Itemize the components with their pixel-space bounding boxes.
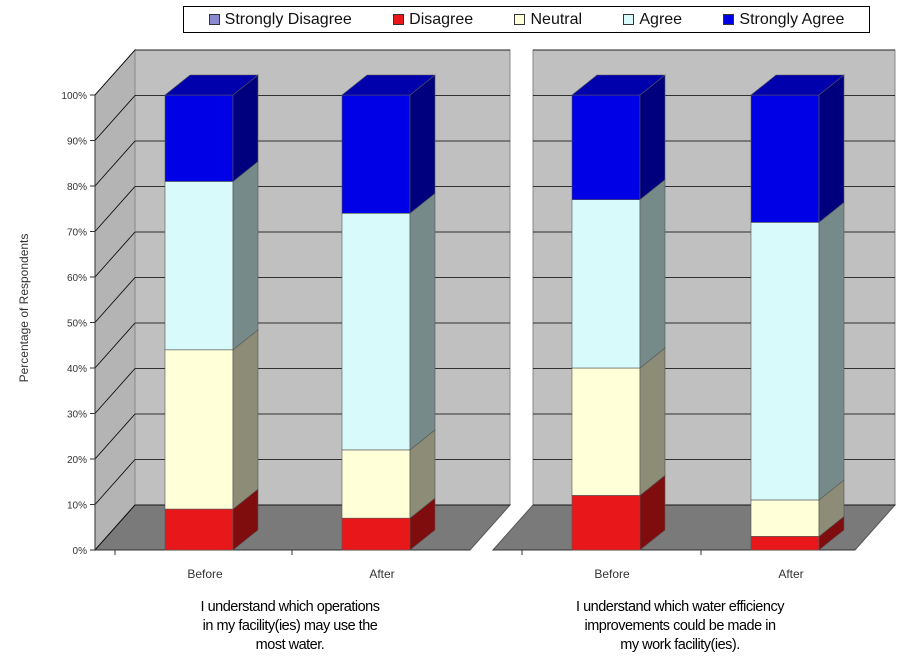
gridline-side [94, 186, 136, 232]
gridline-side [94, 322, 136, 369]
bar-segment-agree [750, 222, 820, 501]
caption-line: I understand which operations [200, 599, 380, 615]
bar-segment-disagree [341, 517, 411, 551]
y-tick-label: 30% [67, 410, 87, 421]
bar-side-face [639, 347, 666, 497]
x-tick-label: After [369, 567, 394, 581]
legend-label: Disagree [409, 10, 474, 28]
legend-swatch [393, 14, 405, 25]
gridline-side [94, 504, 136, 551]
bar-segment-strongly-agree [341, 94, 411, 214]
bar-segment-disagree [750, 536, 820, 551]
bar-segment-neutral [164, 349, 234, 510]
caption-line: in my facility(ies) may use the [202, 618, 378, 634]
bar-side-face [409, 192, 436, 451]
y-tick-label: 10% [67, 501, 87, 512]
legend-label: Neutral [530, 10, 583, 28]
caption-line: my work facility(ies). [620, 637, 740, 653]
y-tick-label: 80% [67, 182, 87, 193]
bar-segment-neutral [571, 367, 641, 496]
gridline-side [94, 413, 136, 460]
bar-side-face [639, 179, 666, 369]
legend-swatch [623, 14, 635, 25]
y-tick-label: 60% [67, 273, 87, 284]
legend-label: Strongly Agree [739, 10, 845, 28]
caption-line: I understand which water efficiency [576, 599, 784, 615]
gridline-side [94, 231, 136, 278]
bar-side-face [639, 74, 666, 201]
bar-top-face [571, 74, 666, 96]
legend-label: Strongly Disagree [224, 10, 352, 28]
bar-top-face [750, 74, 845, 96]
legend-label: Agree [639, 10, 683, 28]
legend-swatch [208, 14, 220, 25]
panel-1-caption: I understand which operations in my faci… [120, 598, 460, 655]
x-tick-label: Before [187, 567, 223, 581]
y-tick-label: 0% [73, 546, 88, 557]
caption-line: improvements could be made in [584, 618, 776, 634]
bar-top-face [341, 74, 436, 96]
bar-segment-strongly-agree [750, 94, 820, 223]
legend-item-agree: Agree [623, 11, 682, 29]
legend: Strongly Disagree Disagree Neutral Agree… [183, 6, 870, 33]
bar-segment-agree [571, 199, 641, 369]
legend-item-neutral: Neutral [514, 11, 582, 29]
gridline-side [94, 140, 136, 187]
y-tick-label: 40% [67, 364, 87, 375]
bar-side-face [409, 74, 436, 214]
floor [93, 504, 512, 551]
bar-segment-neutral [750, 499, 820, 537]
gridline-side [94, 49, 136, 96]
x-tick-label: Before [594, 567, 630, 581]
legend-swatch [723, 14, 735, 25]
y-tick-label: 90% [67, 137, 87, 148]
legend-item-strongly-disagree: Strongly Disagree [208, 10, 352, 29]
gridline-side [94, 368, 136, 414]
bar-side-face [818, 74, 845, 224]
x-tick-label: After [778, 567, 803, 581]
legend-item-disagree: Disagree [393, 11, 473, 29]
bar-top-face [164, 74, 259, 96]
y-axis-label: Percentage of Respondents [17, 233, 31, 383]
bar-side-face [232, 160, 259, 351]
bar-segment-agree [164, 181, 234, 351]
bar-segment-strongly-agree [571, 94, 641, 200]
bar-segment-disagree [164, 508, 234, 551]
bar-side-face [818, 201, 845, 501]
gridline-side [94, 459, 136, 505]
legend-item-strongly-agree: Strongly Agree [723, 11, 844, 29]
caption-line: most water. [255, 637, 325, 653]
bar-segment-neutral [341, 449, 411, 519]
panel-2-caption: I understand which water efficiency impr… [500, 598, 860, 655]
gridline-side [94, 277, 136, 323]
gridline-side [94, 95, 136, 141]
y-tick-label: 100% [61, 91, 87, 102]
bar-segment-agree [341, 213, 411, 451]
y-tick-label: 70% [67, 228, 87, 239]
bar-side-face [232, 329, 259, 510]
bar-segment-disagree [571, 495, 641, 551]
y-tick-label: 20% [67, 455, 87, 466]
y-tick-label: 50% [67, 319, 87, 330]
bar-segment-strongly-agree [164, 94, 234, 182]
legend-swatch [514, 14, 526, 25]
